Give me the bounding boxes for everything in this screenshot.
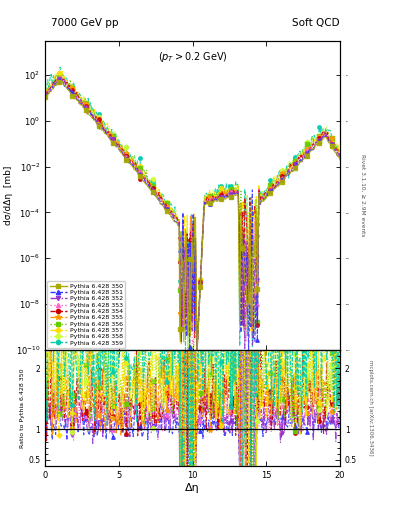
Y-axis label: Ratio to Pythia 6.428 350: Ratio to Pythia 6.428 350 xyxy=(20,368,26,447)
Text: 7000 GeV pp: 7000 GeV pp xyxy=(51,18,119,28)
Y-axis label: dσ/dΔη  [mb]: dσ/dΔη [mb] xyxy=(4,166,13,225)
X-axis label: Δη: Δη xyxy=(185,482,200,493)
Legend: Pythia 6.428 350, Pythia 6.428 351, Pythia 6.428 352, Pythia 6.428 353, Pythia 6: Pythia 6.428 350, Pythia 6.428 351, Pyth… xyxy=(47,281,125,348)
Y-axis label: Rivet 3.1.10, ≥ 2.9M events: Rivet 3.1.10, ≥ 2.9M events xyxy=(360,154,365,237)
Text: Soft QCD: Soft QCD xyxy=(292,18,340,28)
Y-axis label: mcplots.cern.ch [arXiv:1306.3436]: mcplots.cern.ch [arXiv:1306.3436] xyxy=(368,360,373,456)
Text: $(p_T > 0.2\ \mathrm{GeV})$: $(p_T > 0.2\ \mathrm{GeV})$ xyxy=(158,50,228,64)
